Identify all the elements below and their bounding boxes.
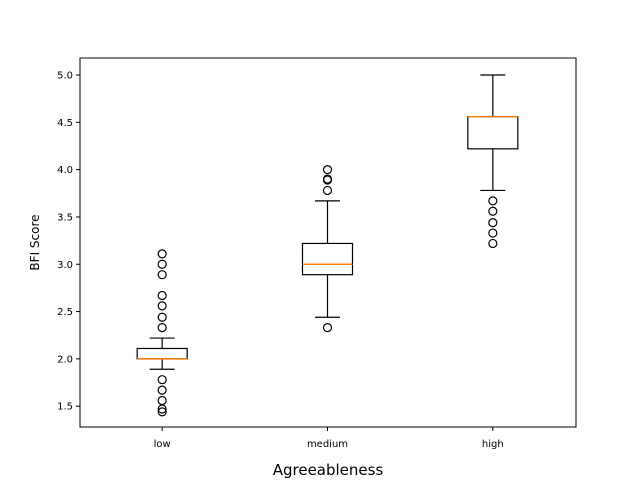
outlier-point xyxy=(322,323,333,333)
y-tick-label: 2.5 xyxy=(57,307,73,318)
y-tick-label: 3.0 xyxy=(57,260,73,271)
x-axis-title: Agreeableness xyxy=(273,461,384,479)
outlier-point xyxy=(157,407,167,417)
y-tick-label: 2.0 xyxy=(57,354,73,365)
outlier-point xyxy=(322,174,333,184)
y-tick-label: 4.0 xyxy=(57,165,73,176)
box-group-low xyxy=(136,249,188,417)
box xyxy=(301,242,354,276)
y-tick-label: 5.0 xyxy=(57,71,73,82)
outlier-point xyxy=(157,290,167,301)
y-tick-label: 3.5 xyxy=(57,212,73,223)
x-tick-label: medium xyxy=(307,439,348,450)
plot-area xyxy=(136,74,519,417)
outlier-point xyxy=(322,185,333,196)
box-group-medium xyxy=(301,165,354,333)
box-group-high xyxy=(467,74,519,249)
outlier-point xyxy=(157,323,167,333)
outlier-point xyxy=(157,270,167,280)
y-axis: 1.5 2.0 2.5 3.0 3.5 4.0 4.5 5.0 xyxy=(57,71,80,413)
outlier-point xyxy=(157,312,167,322)
outlier-point xyxy=(322,165,333,175)
box xyxy=(136,347,188,360)
outlier-point xyxy=(157,395,167,406)
x-tick-label: high xyxy=(482,439,504,450)
y-tick-label: 1.5 xyxy=(57,402,73,413)
outlier-point xyxy=(157,385,167,395)
outlier-point xyxy=(488,238,498,249)
box xyxy=(467,116,519,150)
outlier-point xyxy=(488,196,498,206)
y-tick-label: 4.5 xyxy=(57,118,73,129)
x-tick-label: low xyxy=(154,439,171,450)
outlier-point xyxy=(157,301,167,311)
outlier-point xyxy=(157,259,167,269)
x-axis: low medium high xyxy=(154,427,504,450)
outlier-point xyxy=(488,218,498,228)
outlier-point xyxy=(157,249,167,259)
outlier-point xyxy=(488,228,498,238)
outlier-point xyxy=(157,375,167,385)
outlier-point xyxy=(488,206,498,216)
y-axis-title: BFI Score xyxy=(28,214,42,270)
